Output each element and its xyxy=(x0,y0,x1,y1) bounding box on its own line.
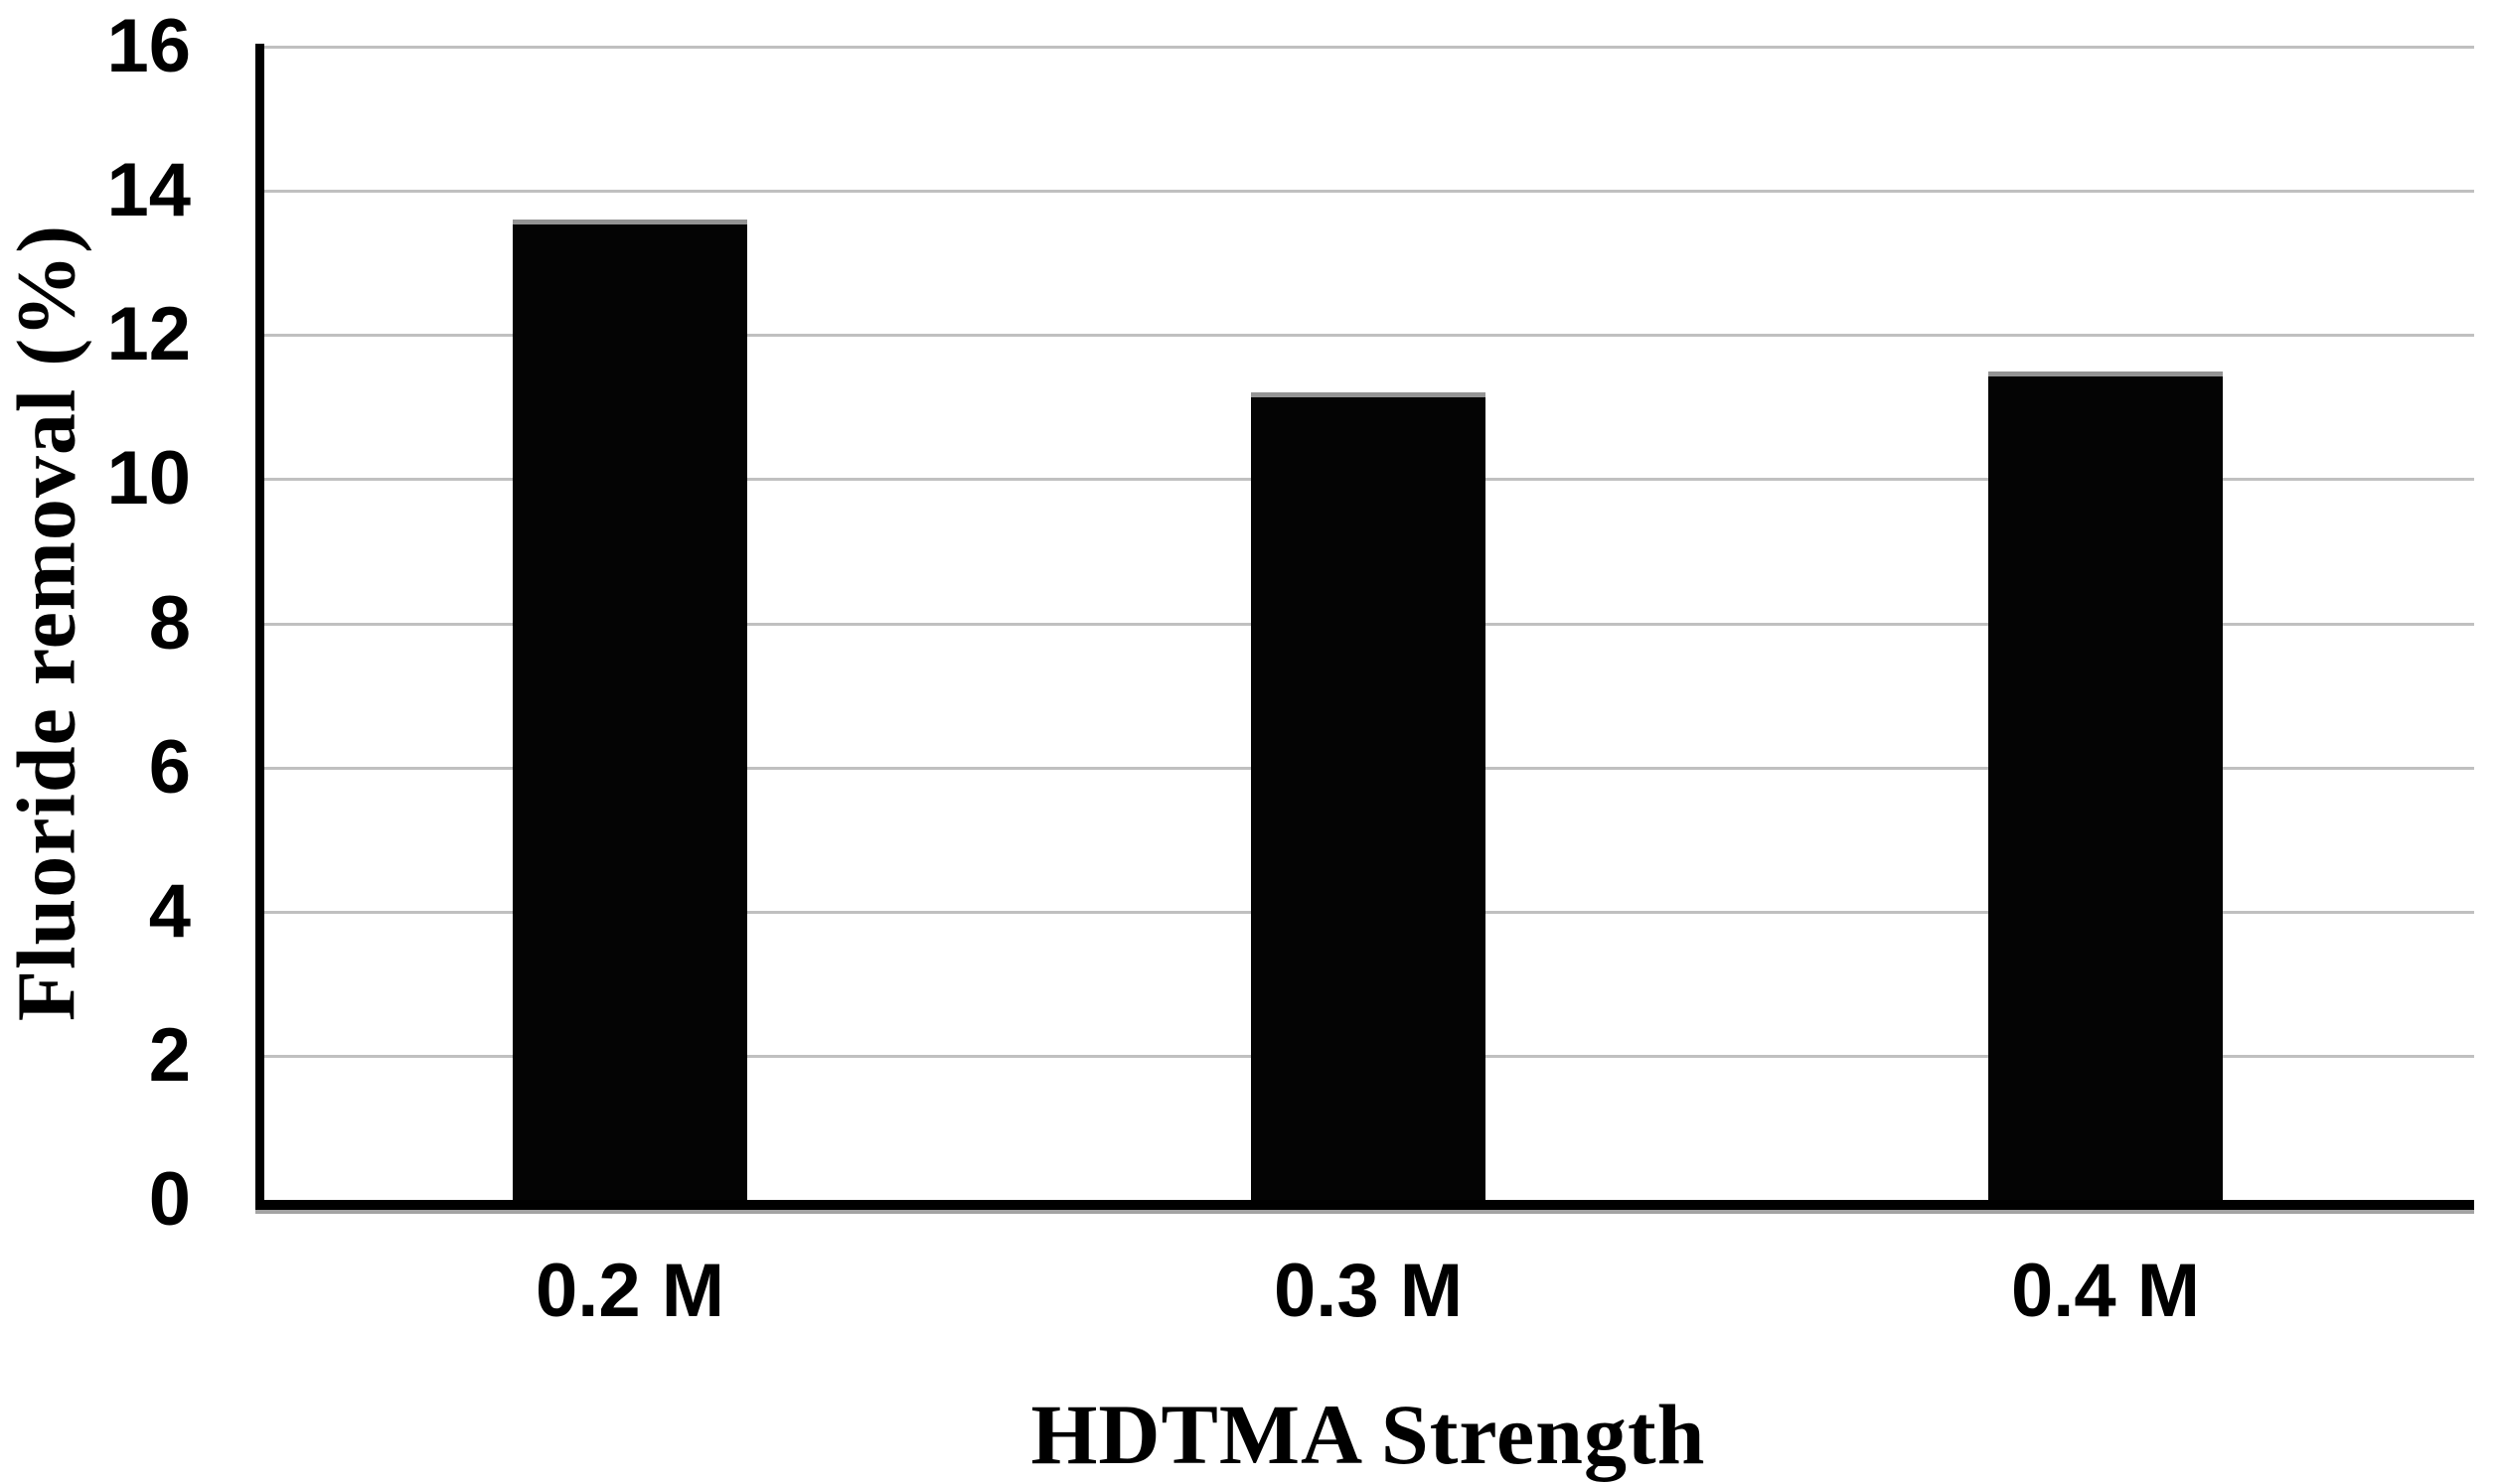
x-axis-title: HDTMA Strength xyxy=(1030,1387,1706,1482)
y-tick-label: 10 xyxy=(106,436,191,521)
gridline xyxy=(261,190,2474,194)
y-tick-label: 12 xyxy=(106,292,191,377)
y-tick-label: 0 xyxy=(148,1157,191,1242)
bar-0.4-m xyxy=(1988,371,2223,1205)
y-tick-label: 2 xyxy=(148,1012,191,1098)
gridline xyxy=(261,46,2474,49)
x-category-label: 0.4 M xyxy=(2010,1249,2201,1333)
bar-0.2-m xyxy=(513,220,747,1205)
x-category-label: 0.3 M xyxy=(1273,1249,1464,1333)
y-tick-label: 4 xyxy=(148,868,191,954)
x-category-label: 0.2 M xyxy=(535,1249,725,1333)
bar-0.3-m xyxy=(1251,392,1485,1205)
y-tick-label: 14 xyxy=(106,148,191,233)
x-axis-line xyxy=(255,1200,2474,1210)
y-axis-line xyxy=(255,44,264,1210)
y-tick-label: 6 xyxy=(148,724,191,810)
y-tick-label: 8 xyxy=(148,580,191,666)
y-tick-label: 16 xyxy=(106,4,191,88)
gridline xyxy=(261,334,2474,338)
